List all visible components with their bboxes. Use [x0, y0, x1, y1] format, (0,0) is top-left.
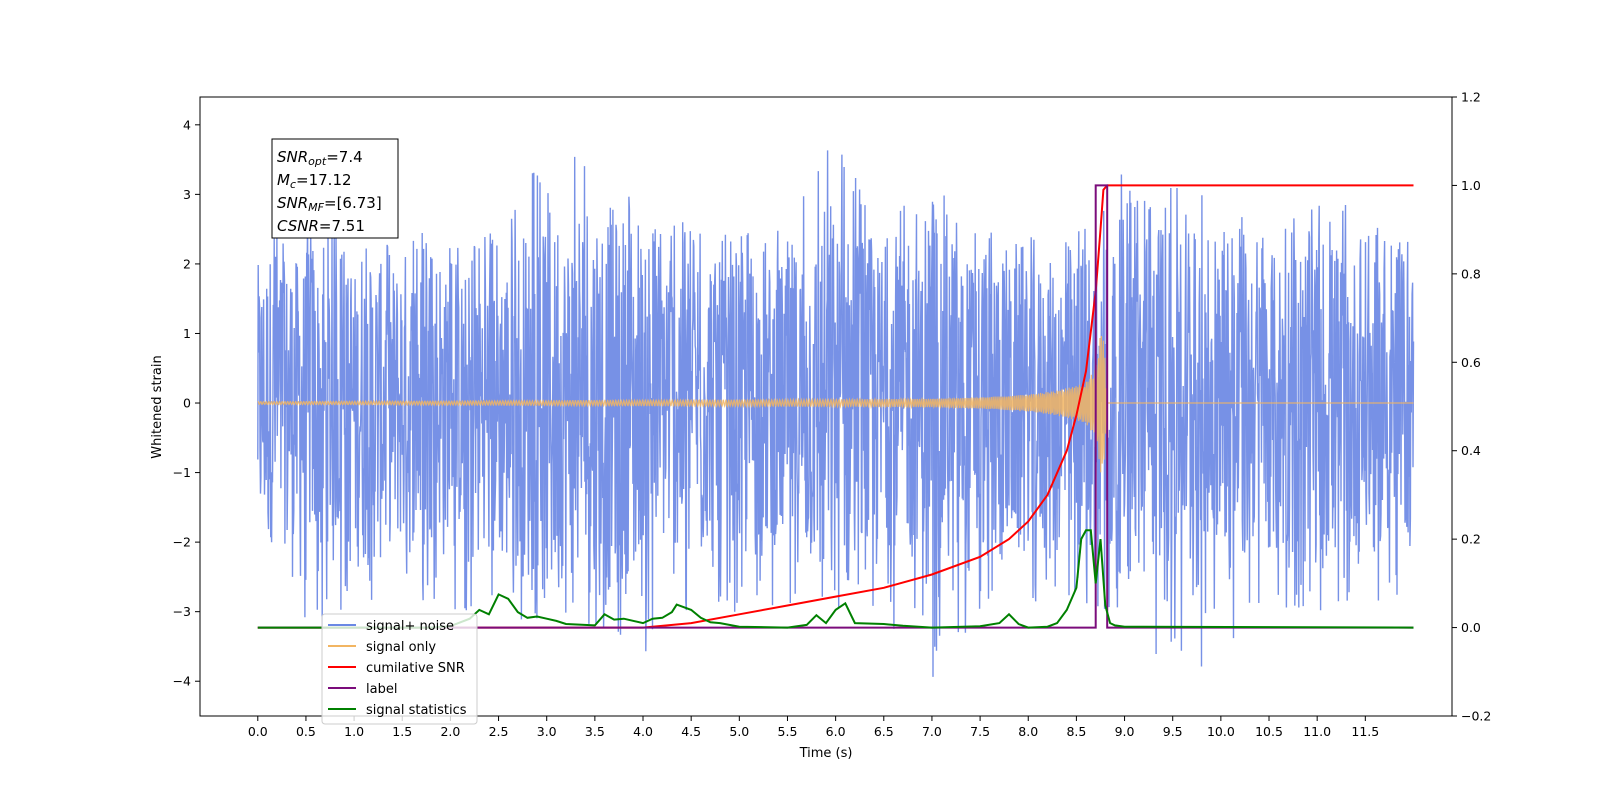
- plot-frame: [199, 96, 1453, 717]
- x-tick-label: 6.5: [874, 724, 894, 739]
- x-tick-label: 8.0: [1018, 724, 1038, 739]
- x-tick-label: 11.0: [1303, 724, 1331, 739]
- annotation-snr-mf-base: SNR: [277, 194, 308, 212]
- series-signal-only: [257, 335, 1414, 473]
- y-tick-label: −1: [173, 465, 191, 480]
- annotation-csnr-value: =7.51: [319, 217, 365, 235]
- legend-label-signal-statistics: signal statistics: [366, 703, 467, 718]
- x-tick-label: 3.5: [585, 724, 605, 739]
- y-right-tick-label: 0.8: [1461, 266, 1481, 281]
- annotation-snr-opt-value: =7.4: [326, 148, 362, 166]
- y-tick-label: 0: [183, 396, 191, 411]
- y-axis-label: Whitened strain: [150, 355, 165, 458]
- x-tick-label: 0.5: [296, 724, 316, 739]
- annotation-line-mc: Mc=17.12: [277, 171, 352, 191]
- annotation-snr-opt-base: SNR: [277, 148, 308, 166]
- annotation-snr-opt-sub: opt: [308, 155, 327, 168]
- legend-frame: [321, 613, 478, 725]
- data-layer: [257, 150, 1415, 677]
- x-axis: 0.0 0.5 1.0 1.5 2.0 2.5 3.0 3.5 4.0 4.5 5.0 5.5 6.0 6…: [248, 716, 1379, 739]
- y-tick-label: 1: [183, 326, 191, 341]
- y-tick-label: −3: [173, 604, 191, 619]
- legend-label-signal-only: signal only: [366, 640, 436, 655]
- x-tick-label: 10.0: [1207, 724, 1235, 739]
- x-tick-label: 9.0: [1115, 724, 1135, 739]
- x-tick-label: 10.5: [1255, 724, 1283, 739]
- x-tick-label: 8.5: [1066, 724, 1086, 739]
- x-tick-label: 11.5: [1351, 724, 1379, 739]
- y-right-tick-label: 0.6: [1461, 355, 1481, 370]
- y-tick-label: 3: [183, 187, 191, 202]
- y-tick-label: 2: [183, 256, 191, 271]
- y-axis-left: −4 −3 −2 −1 0 1 2 3 4: [173, 117, 200, 689]
- x-tick-label: 7.5: [970, 724, 990, 739]
- annotation-line-snr-opt: SNRopt=7.4: [277, 148, 363, 168]
- annotation-mc-value: =17.12: [296, 171, 352, 189]
- series-signal-noise: [257, 150, 1415, 677]
- x-axis-label: Time (s): [799, 746, 853, 761]
- x-tick-label: 5.5: [778, 724, 798, 739]
- y-tick-label: −4: [173, 674, 191, 689]
- x-tick-label: 2.0: [440, 724, 460, 739]
- x-tick-label: 3.0: [537, 724, 557, 739]
- y-tick-label: 4: [183, 117, 191, 132]
- x-tick-label: 1.0: [344, 724, 364, 739]
- x-tick-label: 4.0: [633, 724, 653, 739]
- x-tick-label: 6.0: [826, 724, 846, 739]
- legend-label-signal-noise: signal+ noise: [366, 619, 454, 634]
- legend-label-cumulative-snr: cumilative SNR: [366, 661, 465, 676]
- annotation-csnr-base: CSNR: [277, 217, 319, 235]
- y-axis-right: −0.2 0.0 0.2 0.4 0.6 0.8 1.0 1.2: [1452, 90, 1491, 724]
- annotation-mc-sub: c: [290, 178, 296, 191]
- y-right-tick-label: −0.2: [1461, 709, 1491, 724]
- legend: signal+ noise signal only cumilative SNR…: [321, 613, 478, 725]
- legend-label-label: label: [366, 682, 397, 697]
- annotation-line-snr-mf: SNRMF=[6.73]: [277, 194, 382, 214]
- x-tick-label: 5.0: [729, 724, 749, 739]
- annotation-snr-mf-sub: MF: [308, 201, 324, 214]
- x-tick-label: 1.5: [392, 724, 412, 739]
- series-cumulative-snr: [257, 184, 1414, 629]
- annotation-line-csnr: CSNR=7.51: [277, 217, 365, 235]
- annotation-frame: [271, 138, 399, 239]
- annotation-box: SNRopt=7.4 Mc=17.12 SNRMF=[6.73] CSNR=7.…: [271, 138, 399, 239]
- x-tick-label: 4.5: [681, 724, 701, 739]
- x-tick-label: 0.0: [248, 724, 268, 739]
- x-tick-label: 2.5: [489, 724, 509, 739]
- annotation-snr-mf-value: =[6.73]: [324, 194, 382, 212]
- x-tick-label: 7.0: [922, 724, 942, 739]
- annotation-mc-base: M: [277, 171, 290, 189]
- y-tick-label: −2: [173, 535, 191, 550]
- y-right-tick-label: 0.2: [1461, 532, 1481, 547]
- x-tick-label: 9.5: [1163, 724, 1183, 739]
- series-signal-statistics: [257, 529, 1414, 629]
- y-right-tick-label: 1.2: [1461, 90, 1481, 105]
- y-right-tick-label: 0.0: [1461, 620, 1481, 635]
- y-right-tick-label: 1.0: [1461, 178, 1481, 193]
- y-right-tick-label: 0.4: [1461, 443, 1481, 458]
